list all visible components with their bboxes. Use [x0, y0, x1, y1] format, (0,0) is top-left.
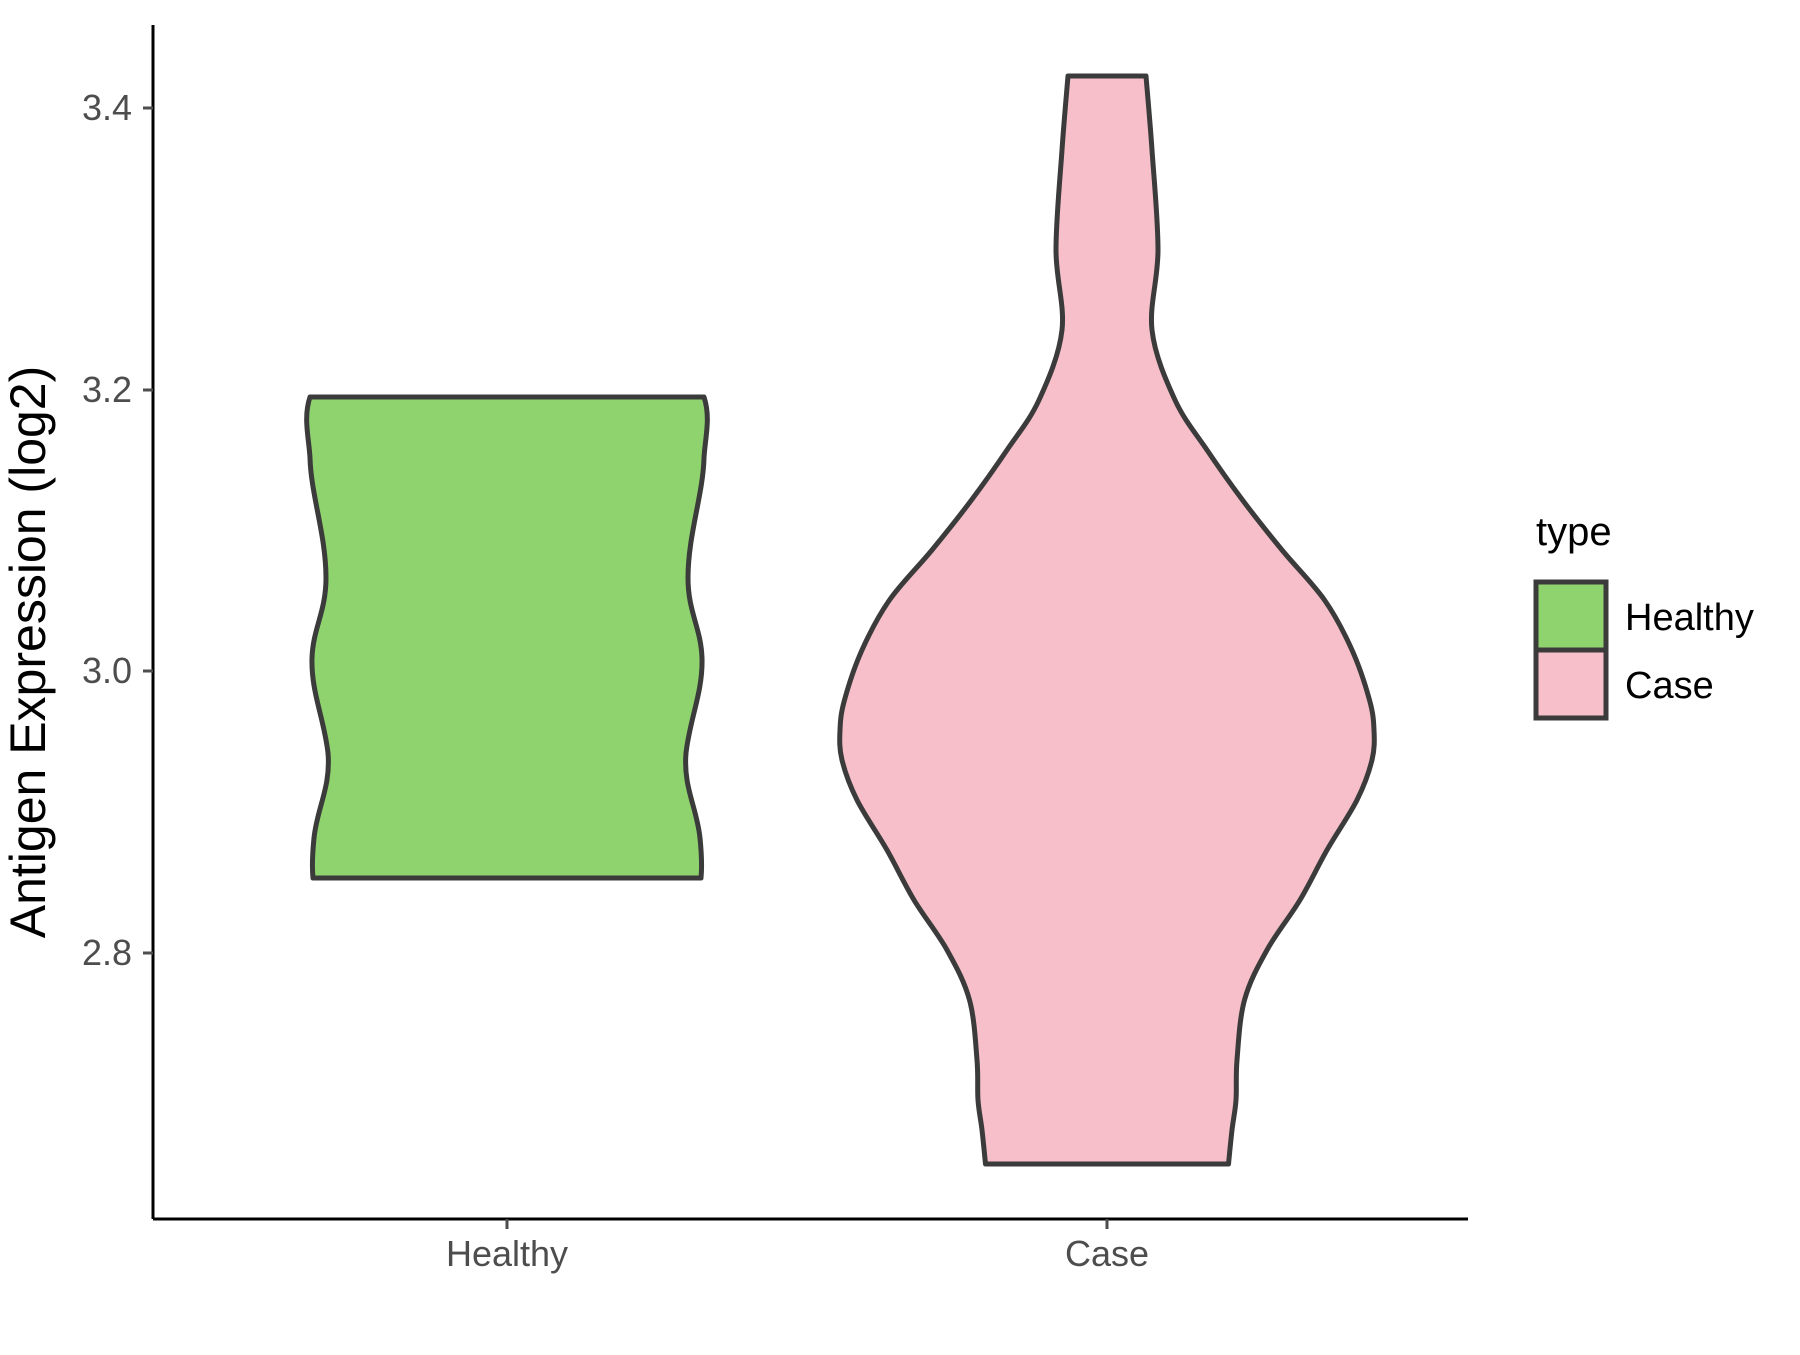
svg-text:Healthy: Healthy — [1625, 597, 1754, 639]
svg-text:Healthy: Healthy — [446, 1233, 568, 1274]
svg-text:2.8: 2.8 — [82, 932, 132, 973]
svg-text:Case: Case — [1625, 665, 1714, 707]
svg-text:3.4: 3.4 — [82, 87, 132, 128]
svg-text:Case: Case — [1065, 1233, 1149, 1274]
svg-text:Antigen Expression (log2): Antigen Expression (log2) — [0, 366, 56, 939]
svg-text:3.0: 3.0 — [82, 650, 132, 691]
svg-text:3.2: 3.2 — [82, 369, 132, 410]
svg-text:type: type — [1536, 510, 1612, 554]
